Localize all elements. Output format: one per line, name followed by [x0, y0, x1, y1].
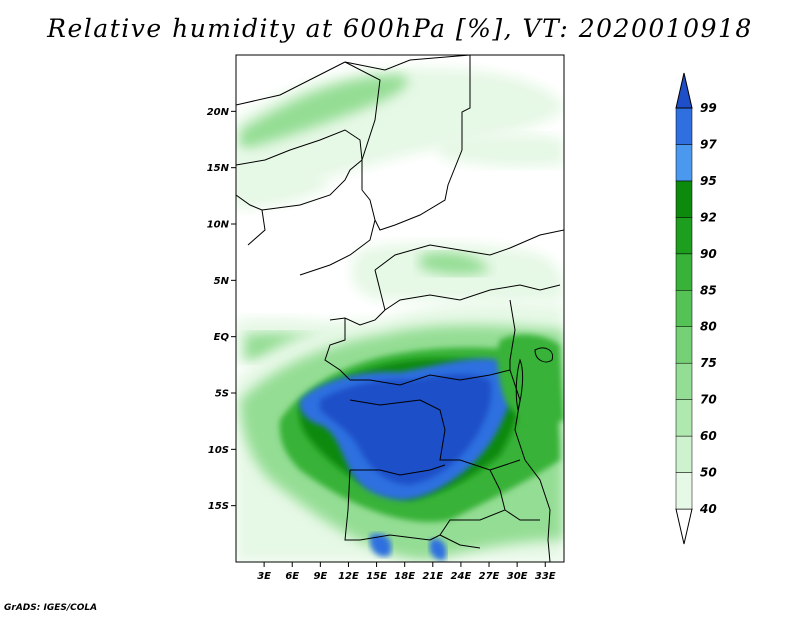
lat-tick-label: EQ — [214, 332, 230, 343]
colorbar-label: 75 — [700, 356, 717, 370]
border-line — [344, 61, 381, 190]
lat-tick-label: 10N — [207, 220, 230, 231]
border-line — [374, 149, 463, 231]
latitude-axis: 20N 15N 10N 5N EQ 5S 10S 15S — [207, 107, 236, 512]
colorbar-label: 70 — [700, 393, 717, 407]
lat-tick-label: 5S — [215, 389, 229, 400]
border-line — [236, 61, 346, 106]
colorbar-label: 40 — [699, 502, 717, 516]
lat-tick-label: 5N — [214, 276, 230, 287]
border-line — [350, 369, 511, 386]
border-line — [461, 55, 471, 150]
colorbar-label: 92 — [700, 210, 717, 224]
colorbar-min-triangle — [675, 508, 693, 545]
lon-tick-label: 33E — [535, 571, 556, 582]
border-line — [329, 309, 386, 326]
colorbar-segment — [675, 362, 693, 400]
colorbar-segment — [675, 326, 693, 364]
border-line — [350, 464, 446, 476]
colorbar-segment — [675, 180, 693, 218]
map-title: Relative humidity at 600hPa [%], VT: 202… — [47, 14, 753, 43]
border-line — [344, 55, 471, 71]
lon-tick-label: 27E — [479, 571, 500, 582]
map-frame — [235, 54, 565, 563]
border-line — [344, 469, 431, 541]
lon-tick-label: 24E — [451, 571, 472, 582]
colorbar-label: 60 — [700, 429, 717, 443]
lake-outline — [534, 347, 554, 363]
colorbar-segment — [675, 399, 693, 437]
colorbar-label: 95 — [700, 174, 717, 188]
border-line — [384, 284, 561, 311]
colorbar-label: 80 — [700, 320, 717, 334]
lon-tick-label: 21E — [422, 571, 443, 582]
colorbar-segment — [675, 217, 693, 255]
lake-outline — [515, 358, 524, 411]
lat-tick-label: 15N — [207, 163, 230, 174]
longitude-axis: 3E 6E 9E 12E 15E 18E 21E 24E 27E 30E 33E — [257, 562, 556, 582]
colorbar-segment — [675, 290, 693, 327]
humidity-blob — [497, 334, 564, 424]
lon-tick-label: 12E — [338, 571, 359, 582]
border-line — [439, 534, 481, 549]
humidity-blob — [240, 75, 408, 150]
border-line — [504, 509, 540, 521]
border-line — [299, 189, 376, 276]
colorbar: 40 50 60 70 75 80 85 90 92 95 97 99 — [675, 72, 717, 545]
lat-tick-label: 15S — [208, 501, 229, 512]
humidity-blob — [236, 150, 330, 210]
border-line — [374, 229, 564, 271]
lat-tick-label: 20N — [207, 107, 230, 118]
colorbar-label: 85 — [700, 283, 717, 297]
lon-tick-label: 30E — [507, 571, 528, 582]
humidity-blob — [420, 252, 490, 275]
colorbar-label: 90 — [700, 247, 717, 261]
border-line — [324, 318, 351, 381]
country-borders — [236, 55, 564, 562]
lon-tick-label: 6E — [285, 571, 299, 582]
colorbar-segment — [675, 253, 693, 291]
lon-tick-label: 15E — [366, 571, 387, 582]
colorbar-segment — [675, 472, 693, 510]
humidity-blob — [440, 134, 564, 168]
colorbar-label: 99 — [700, 101, 717, 115]
colorbar-segment — [675, 435, 693, 473]
credit-text: GrADS: IGES/COLA — [4, 603, 98, 613]
lon-tick-label: 18E — [394, 571, 415, 582]
humidity-blob — [370, 533, 392, 557]
lon-tick-label: 9E — [313, 571, 327, 582]
border-line — [349, 399, 521, 471]
border-line — [374, 269, 386, 311]
border-line — [509, 299, 526, 461]
colorbar-max-triangle — [675, 72, 693, 109]
border-line — [236, 129, 363, 166]
border-line — [261, 159, 363, 211]
colorbar-label: 50 — [700, 466, 717, 480]
humidity-blob — [429, 538, 447, 561]
border-line — [524, 459, 551, 562]
lat-tick-label: 10S — [208, 445, 229, 456]
colorbar-segment — [675, 144, 693, 182]
colorbar-segment — [675, 107, 693, 145]
lon-tick-label: 3E — [257, 571, 271, 582]
colorbar-label: 97 — [700, 137, 717, 151]
